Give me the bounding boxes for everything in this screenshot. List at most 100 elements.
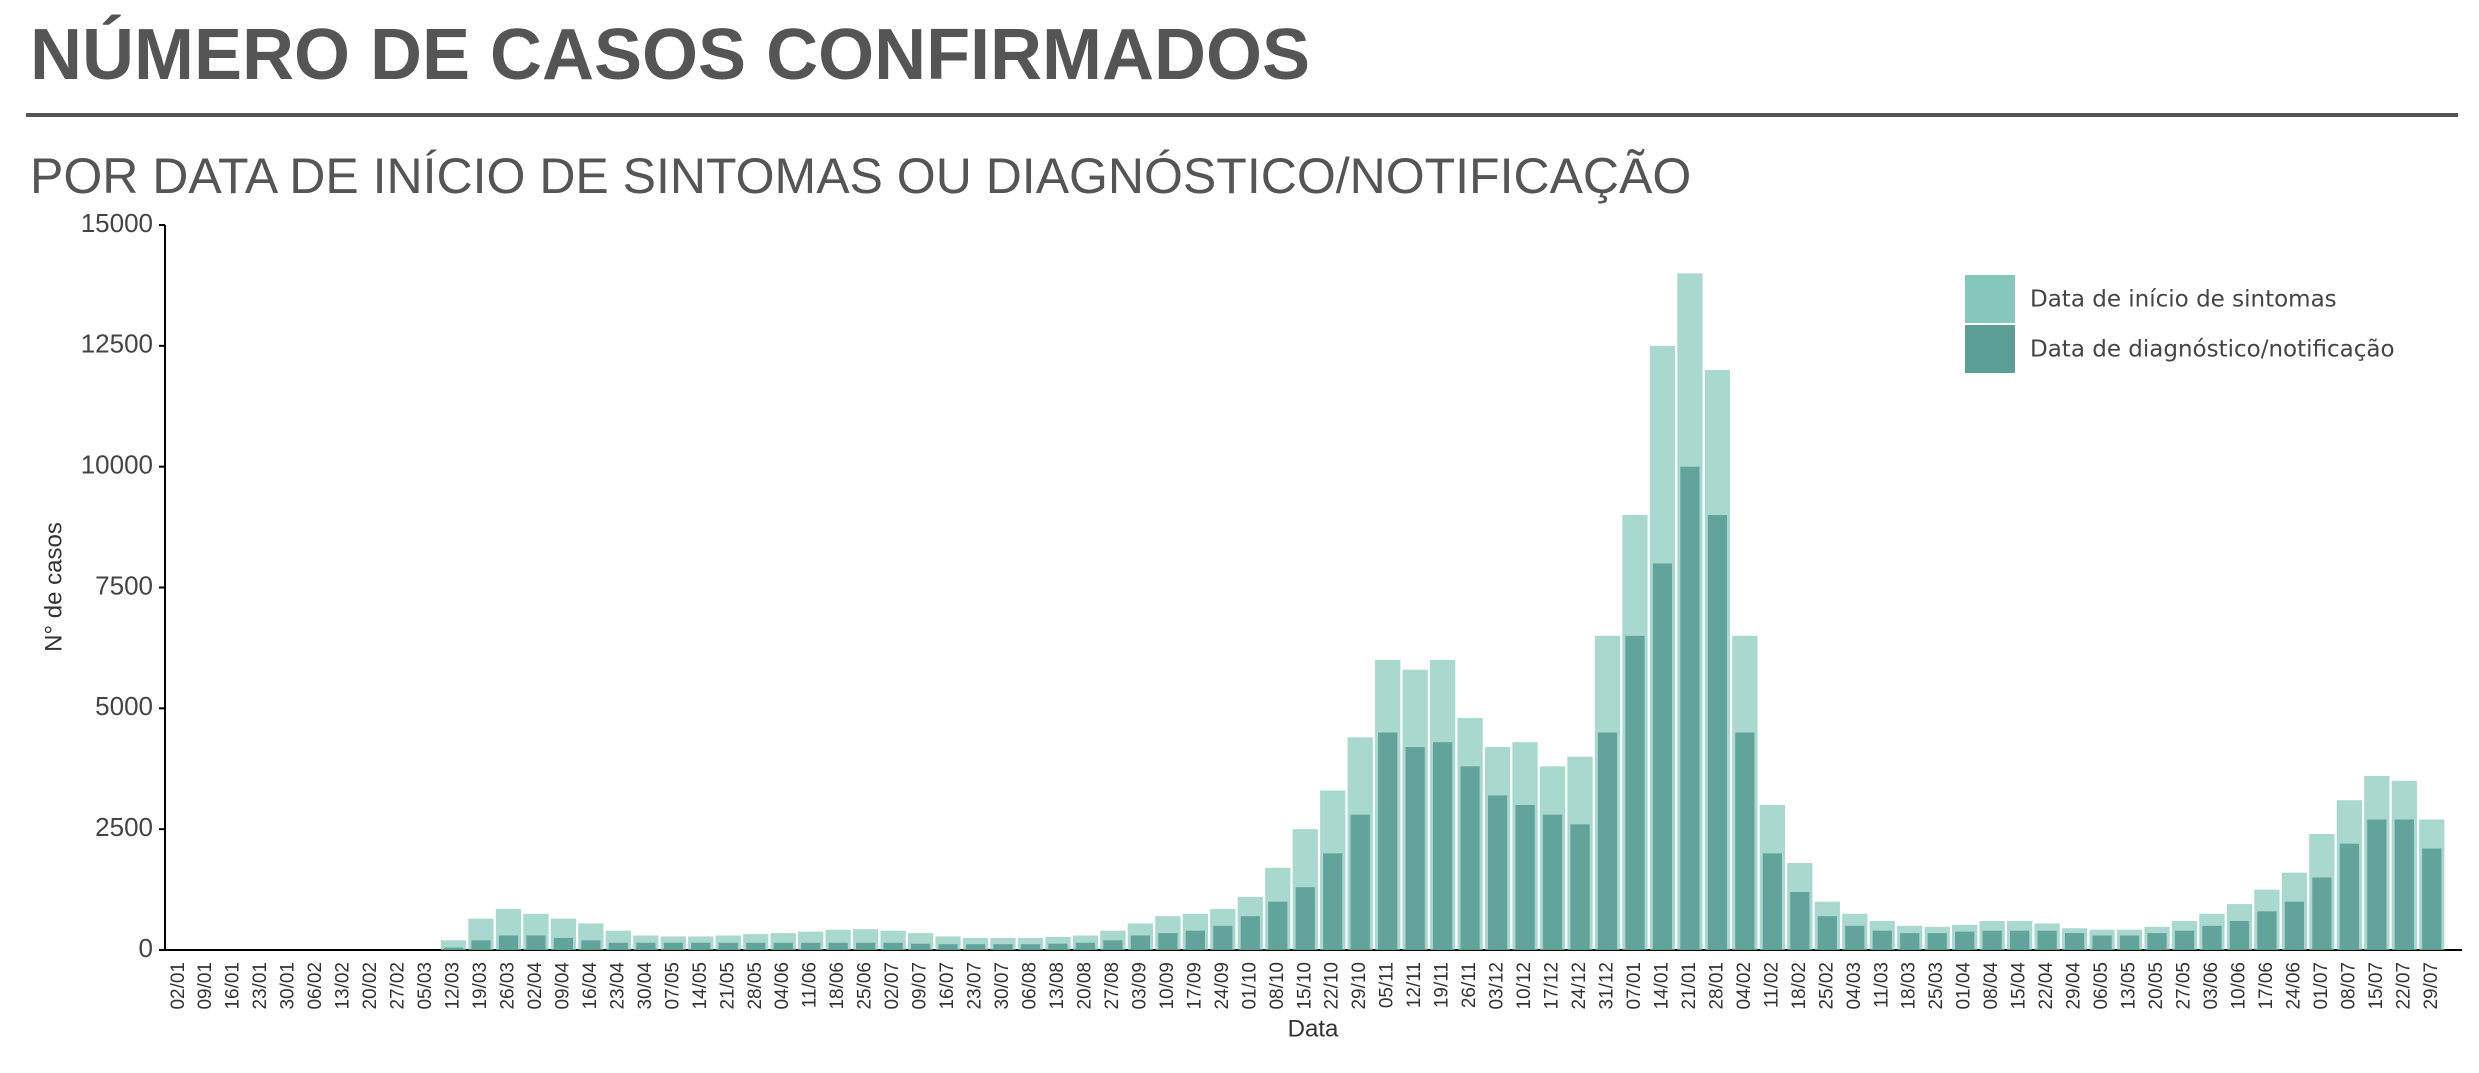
x-tick-label: 13/02: [333, 962, 354, 1010]
x-tick-label: 08/04: [1981, 962, 2002, 1010]
x-tick-label: 20/02: [360, 962, 381, 1010]
x-tick-label: 13/08: [1047, 962, 1068, 1010]
x-tick-label: 18/06: [827, 962, 848, 1010]
y-tick-label: 2500: [95, 812, 153, 842]
x-tick-label: 08/10: [1267, 962, 1288, 1010]
x-tick-label: 06/08: [1020, 962, 1041, 1010]
y-tick-label: 15000: [81, 208, 153, 238]
bar: [2037, 930, 2057, 950]
bar: [910, 943, 931, 950]
x-tick-label: 29/10: [1349, 962, 1370, 1010]
x-tick-label: 14/01: [1651, 962, 1672, 1010]
x-tick-label: 30/07: [992, 962, 1013, 1010]
bar: [1625, 635, 1645, 950]
x-tick-label: 09/01: [195, 962, 216, 1010]
bar: [1927, 933, 1947, 950]
x-tick-label: 29/07: [2421, 962, 2442, 1010]
bar: [2119, 935, 2140, 950]
x-tick-label: 24/06: [2283, 962, 2304, 1010]
x-tick-label: 14/05: [690, 962, 711, 1010]
bar: [1872, 930, 1892, 950]
bar: [1597, 732, 1618, 950]
bar: [1652, 563, 1673, 950]
bar: [2092, 935, 2112, 950]
bar: [1020, 944, 1041, 950]
x-tick-label: 02/04: [525, 962, 546, 1010]
bar: [856, 942, 876, 950]
x-tick-label: 16/04: [580, 962, 601, 1010]
x-tick-label: 01/04: [1954, 962, 1975, 1010]
x-tick-label: 15/04: [2009, 962, 2030, 1010]
bar: [2284, 901, 2305, 950]
bar: [1378, 732, 1398, 950]
bar: [746, 942, 766, 950]
x-tick-label: 16/01: [223, 962, 244, 1010]
x-tick-label: 31/12: [1597, 962, 1618, 1010]
x-tick-label: 28/01: [1706, 962, 1727, 1010]
bar: [1460, 766, 1480, 950]
bar: [1350, 814, 1370, 950]
x-tick-label: 22/07: [2393, 962, 2414, 1010]
bar: [828, 942, 848, 950]
bar: [1048, 943, 1068, 950]
x-tick-label: 15/07: [2366, 962, 2387, 1010]
bar: [2010, 930, 2030, 950]
x-tick-label: 06/05: [2091, 962, 2112, 1010]
x-tick-label: 20/08: [1074, 962, 1095, 1010]
x-tick-label: 25/06: [855, 962, 876, 1010]
x-tick-label: 04/02: [1734, 962, 1755, 1010]
x-tick-label: 04/06: [772, 962, 793, 1010]
bar: [1955, 931, 1975, 950]
x-tick-label: 07/01: [1624, 962, 1645, 1010]
x-tick-label: 17/12: [1542, 962, 1563, 1010]
x-tick-label: 09/04: [552, 962, 573, 1010]
bar: [2147, 933, 2167, 950]
x-tick-label: 28/05: [745, 962, 766, 1010]
x-tick-label: 25/03: [1926, 962, 1947, 1010]
x-tick-label: 02/07: [882, 962, 903, 1010]
bar: [993, 944, 1013, 950]
x-tick-label: 24/09: [1212, 962, 1233, 1010]
bar: [965, 944, 986, 950]
x-tick-label: 10/09: [1157, 962, 1178, 1010]
x-tick-label: 23/04: [607, 962, 628, 1010]
x-tick-label: 01/07: [2311, 962, 2332, 1010]
bar: [2257, 911, 2277, 950]
x-tick-label: 21/05: [717, 962, 738, 1010]
bar: [2394, 819, 2414, 950]
bar: [1158, 933, 1178, 950]
y-axis-label: N° de casos: [40, 522, 67, 652]
x-tick-label: 02/01: [168, 962, 189, 1010]
x-tick-label: 03/09: [1129, 962, 1150, 1010]
bar: [1405, 747, 1425, 950]
x-tick-label: 24/12: [1569, 962, 1590, 1010]
bar: [2312, 877, 2332, 950]
x-tick-label: 16/07: [937, 962, 958, 1010]
bar: [1515, 805, 1535, 950]
x-tick-label: 19/11: [1432, 962, 1453, 1008]
y-tick-label: 5000: [95, 691, 153, 721]
bar: [1900, 933, 1920, 950]
bar: [608, 942, 628, 950]
bar: [663, 942, 683, 950]
x-tick-label: 03/06: [2201, 962, 2222, 1010]
bar: [691, 942, 711, 950]
legend-swatch: [1965, 325, 2015, 373]
bar: [2202, 925, 2222, 950]
x-tick-label: 05/11: [1377, 962, 1398, 1008]
x-tick-label: 01/10: [1239, 962, 1260, 1010]
x-tick-label: 25/02: [1816, 962, 1837, 1010]
bar: [1323, 853, 1343, 950]
x-tick-label: 26/11: [1459, 962, 1480, 1008]
bar: [1433, 742, 1453, 950]
bar: [1680, 466, 1700, 950]
bar: [1213, 925, 1233, 950]
legend-label: Data de início de sintomas: [2030, 287, 2337, 313]
y-tick-label: 0: [139, 933, 153, 963]
bar: [2229, 921, 2250, 950]
x-tick-label: 22/04: [2036, 962, 2057, 1010]
x-tick-label: 12/03: [443, 962, 464, 1010]
x-tick-label: 19/03: [470, 962, 491, 1010]
x-tick-label: 05/03: [415, 962, 436, 1010]
